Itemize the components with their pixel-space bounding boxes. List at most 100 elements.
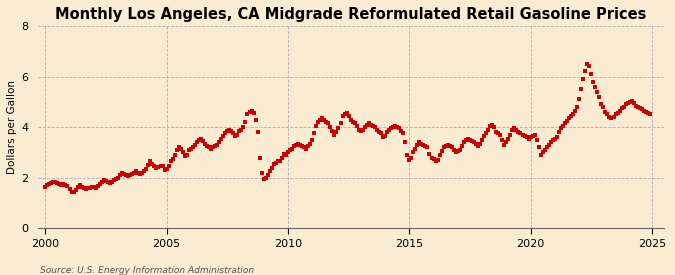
Point — [289, 144, 300, 148]
Point — [273, 159, 284, 164]
Point — [216, 136, 227, 141]
Point — [133, 170, 144, 175]
Point — [353, 128, 364, 132]
Point — [259, 177, 269, 181]
Point — [511, 128, 522, 132]
Point — [438, 145, 449, 150]
Point — [396, 129, 406, 133]
Point — [416, 141, 427, 146]
Point — [173, 145, 184, 150]
Point — [240, 120, 251, 124]
Point — [250, 117, 261, 122]
Point — [220, 131, 231, 136]
Point — [580, 69, 591, 74]
Point — [204, 145, 215, 150]
Point — [109, 178, 119, 183]
Point — [394, 126, 404, 131]
Point — [404, 158, 414, 162]
Point — [54, 182, 65, 186]
Point — [509, 126, 520, 131]
Point — [477, 138, 487, 142]
Point — [347, 120, 358, 124]
Point — [131, 169, 142, 174]
Point — [434, 153, 445, 157]
Point — [252, 130, 263, 134]
Point — [495, 133, 506, 137]
Point — [503, 136, 514, 141]
Point — [456, 144, 467, 148]
Point — [265, 169, 275, 174]
Point — [244, 110, 255, 114]
Point — [337, 114, 348, 118]
Point — [113, 175, 124, 180]
Point — [485, 124, 495, 128]
Point — [547, 138, 558, 142]
Point — [562, 119, 572, 123]
Point — [357, 128, 368, 132]
Point — [586, 72, 597, 76]
Point — [297, 144, 308, 148]
Point — [590, 84, 601, 89]
Point — [493, 131, 504, 136]
Point — [139, 169, 150, 174]
Point — [293, 141, 304, 146]
Point — [525, 135, 536, 139]
Point — [269, 162, 279, 166]
Point — [489, 125, 500, 129]
Point — [56, 183, 67, 187]
Point — [410, 147, 421, 151]
Point — [64, 187, 75, 191]
Point — [444, 144, 455, 148]
Point — [169, 153, 180, 157]
Point — [68, 190, 79, 195]
Point — [263, 173, 273, 177]
Point — [420, 144, 431, 148]
Point — [588, 79, 599, 84]
Point — [626, 98, 637, 103]
Point — [70, 188, 81, 192]
Point — [218, 134, 229, 138]
Point — [448, 148, 459, 152]
Point — [313, 120, 323, 124]
Point — [198, 139, 209, 143]
Point — [105, 181, 115, 185]
Point — [402, 153, 412, 157]
Point — [521, 135, 532, 139]
Point — [566, 114, 576, 118]
Point — [194, 138, 205, 142]
Point — [261, 175, 271, 180]
Point — [361, 122, 372, 127]
Point — [119, 172, 130, 176]
Point — [184, 148, 194, 152]
Point — [541, 145, 552, 150]
Point — [84, 186, 95, 191]
Point — [302, 144, 313, 148]
Point — [99, 178, 109, 183]
Point — [163, 164, 174, 169]
Point — [238, 125, 249, 129]
Point — [531, 138, 542, 142]
Point — [568, 112, 578, 117]
Point — [608, 115, 619, 119]
Point — [117, 170, 128, 175]
Point — [558, 124, 568, 128]
Point — [147, 162, 158, 166]
Point — [60, 183, 71, 188]
Point — [406, 155, 416, 160]
Point — [317, 116, 327, 120]
Point — [333, 126, 344, 131]
Point — [248, 111, 259, 116]
Point — [103, 180, 113, 185]
Point — [643, 111, 653, 116]
Point — [242, 112, 253, 117]
Point — [355, 129, 366, 133]
Point — [460, 138, 471, 142]
Point — [452, 149, 463, 153]
Point — [306, 138, 317, 142]
Point — [188, 145, 198, 150]
Point — [178, 150, 188, 155]
Point — [543, 143, 554, 147]
Point — [190, 143, 200, 147]
Point — [315, 117, 325, 122]
Point — [319, 117, 329, 122]
